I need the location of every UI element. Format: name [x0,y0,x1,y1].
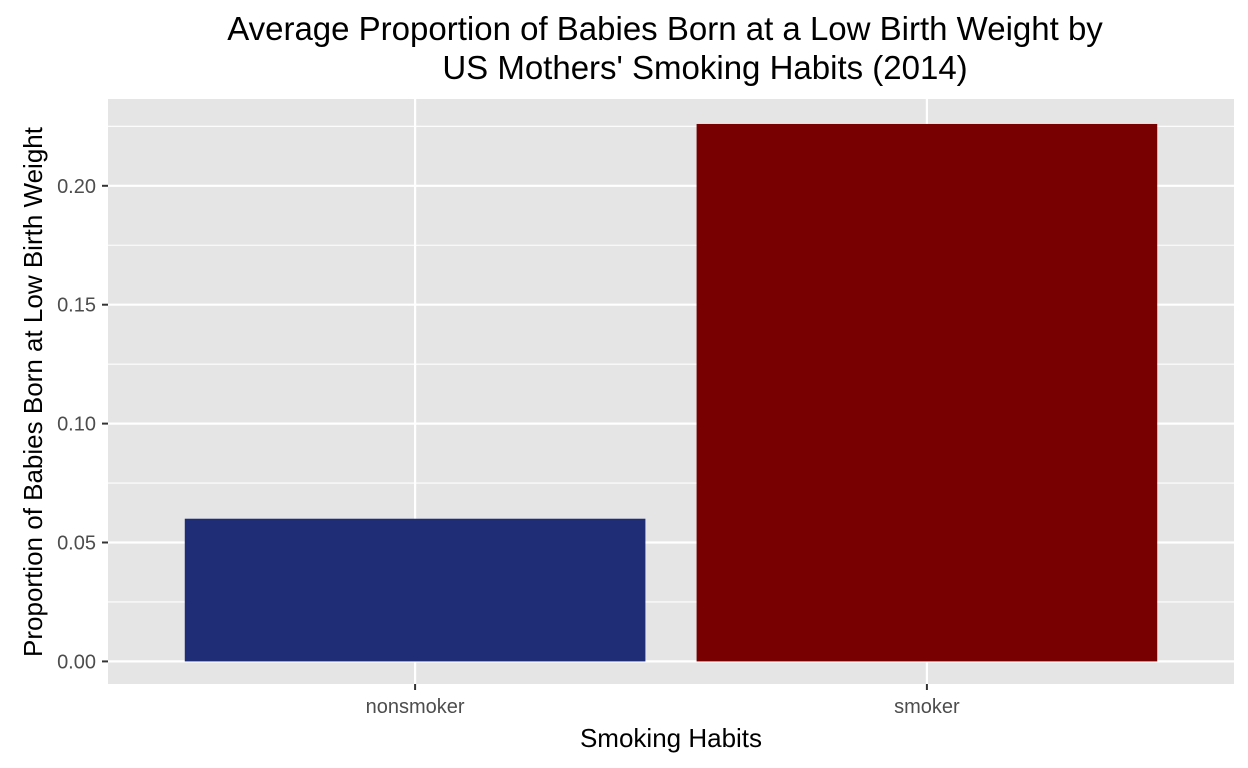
y-tick-label: 0.15 [57,295,96,317]
x-axis: nonsmoker smoker [366,684,960,718]
bar-smoker [696,123,1158,662]
bar-nonsmoker [184,518,646,662]
y-tick-label: 0.10 [57,414,96,436]
x-tick-label: nonsmoker [366,696,465,718]
bars [184,123,1158,662]
y-tick-label: 0.05 [57,533,96,555]
chart-title-line-1: Average Proportion of Babies Born at a L… [227,10,1103,47]
x-axis-title: Smoking Habits [580,723,762,753]
x-tick-label: smoker [894,696,960,718]
chart-title-line-2: US Mothers' Smoking Habits (2014) [442,49,967,86]
y-tick-label: 0.00 [57,651,96,673]
y-axis: 0.00 0.05 0.10 0.15 0.20 [57,176,108,673]
y-tick-label: 0.20 [57,176,96,198]
y-axis-title: Proportion of Babies Born at Low Birth W… [18,126,48,657]
